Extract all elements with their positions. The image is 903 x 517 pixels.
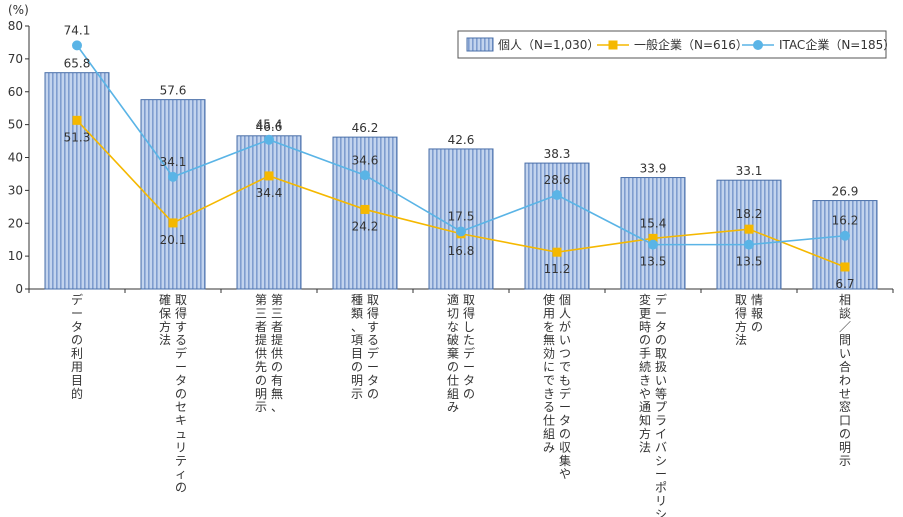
category-label: 取得方法: [735, 293, 747, 347]
series-marker-circle: [648, 239, 658, 250]
category-label: 第三者提供の有無、: [271, 293, 283, 414]
general-company-value-label: 34.4: [256, 186, 283, 200]
itac-company-value-label: 74.1: [64, 23, 91, 37]
bar-value-label: 26.9: [832, 185, 859, 199]
series-marker-circle: [552, 189, 562, 200]
bar-value-label: 57.6: [160, 84, 187, 98]
itac-company-value-label: 17.5: [448, 209, 475, 223]
bar: [812, 200, 878, 290]
y-tick-label: 30: [8, 183, 23, 197]
itac-company-value-label: 34.6: [352, 153, 379, 167]
legend-label: 一般企業（N=616）: [634, 37, 748, 52]
bar-value-label: 38.3: [544, 147, 571, 161]
series-marker-circle: [744, 239, 754, 250]
y-tick-label: 20: [8, 216, 23, 230]
series-marker-square: [264, 171, 274, 181]
itac-company-value-label: 13.5: [736, 255, 763, 269]
legend: 個人（N=1,030） 一般企業（N=616） ITAC企業（N=185）: [457, 30, 895, 59]
series-marker-square: [168, 218, 178, 228]
bar-value-label: 33.1: [736, 164, 763, 178]
itac-company-value-label: 28.6: [544, 173, 571, 187]
data-labels: 65.8 57.6 46.6 46.2 42.6 38.3 33.9 33.1 26.9 51.3…: [64, 23, 859, 291]
series-marker-square: [360, 204, 370, 214]
category-label: データの利用目的: [71, 292, 83, 401]
general-company-value-label: 6.7: [835, 277, 854, 291]
bar-value-label: 33.9: [640, 162, 667, 176]
category-label: 種類、項目の明示: [351, 293, 363, 401]
legend-box: [457, 30, 887, 59]
category-label: 情報の: [751, 293, 763, 334]
category-label: 使用を無効にできる仕組み: [543, 292, 555, 454]
category-label: 取得するデータのセキュリティの: [175, 293, 187, 495]
bar-value-label: 65.8: [64, 57, 91, 71]
series-marker-circle: [72, 40, 82, 51]
itac-company-value-label: 13.5: [640, 255, 667, 269]
series-marker-square: [648, 233, 658, 243]
legend-label: ITAC企業（N=185）: [779, 37, 895, 52]
legend-label: 個人（N=1,030）: [498, 38, 599, 52]
y-tick-label: 70: [8, 52, 23, 66]
series-marker-circle: [360, 170, 370, 181]
series-marker-square: [72, 115, 82, 125]
y-tick-label: 50: [8, 118, 23, 132]
category-label: データの取扱い等プライバシーポリシー: [655, 292, 667, 517]
line-series: [72, 40, 850, 272]
series-marker-square: [744, 224, 754, 234]
general-company-value-label: 11.2: [544, 262, 571, 276]
category-label: 個人がいつでもデータの収集や: [559, 293, 571, 481]
series-marker-circle: [456, 226, 466, 237]
legend-bar-swatch: [466, 37, 494, 52]
legend-square-marker: [608, 40, 618, 50]
bar: [524, 162, 590, 290]
y-axis-unit-label: (%): [8, 3, 29, 17]
bar: [716, 179, 782, 290]
series-marker-circle: [840, 230, 850, 241]
bar-series: [44, 72, 878, 290]
y-tick-label: 60: [8, 85, 23, 99]
y-tick-label: 40: [8, 151, 23, 165]
general-company-value-label: 18.2: [736, 207, 763, 221]
series-marker-square: [840, 262, 850, 272]
general-company-value-label: 20.1: [160, 233, 187, 247]
y-tick-label: 10: [8, 249, 23, 263]
series-marker-circle: [168, 171, 178, 182]
bar: [140, 99, 206, 290]
general-company-value-label: 24.2: [352, 219, 379, 233]
itac-company-value-label: 45.4: [256, 118, 283, 132]
series-marker-square: [552, 247, 562, 257]
category-label: 取得するデータの: [367, 293, 379, 401]
bar-value-label: 46.6: [256, 120, 283, 134]
category-label: 適切な破棄の仕組み: [447, 292, 459, 414]
category-label: 相談／問い合わせ窓口の明示: [839, 293, 851, 468]
general-company-value-label: 16.8: [448, 244, 475, 258]
bar: [236, 135, 302, 290]
general-company-value-label: 15.4: [640, 216, 667, 230]
y-tick-label: 80: [8, 19, 23, 33]
bar-value-label: 42.6: [448, 133, 475, 147]
itac-company-value-label: 16.2: [832, 214, 859, 228]
category-label: 取得したデータの: [463, 293, 475, 401]
general-company-value-label: 51.3: [64, 130, 91, 144]
series-marker-circle: [264, 134, 274, 145]
itac-company-value-label: 34.1: [160, 155, 187, 169]
category-label: 確保方法: [159, 292, 171, 347]
legend-circle-marker: [753, 40, 763, 50]
category-label: 変更時の手続きや通知方法: [639, 292, 651, 454]
y-tick-label: 0: [15, 282, 23, 296]
bar: [44, 72, 110, 290]
bar-value-label: 46.2: [352, 121, 379, 135]
category-label: 第三者提供先の明示: [255, 293, 267, 414]
